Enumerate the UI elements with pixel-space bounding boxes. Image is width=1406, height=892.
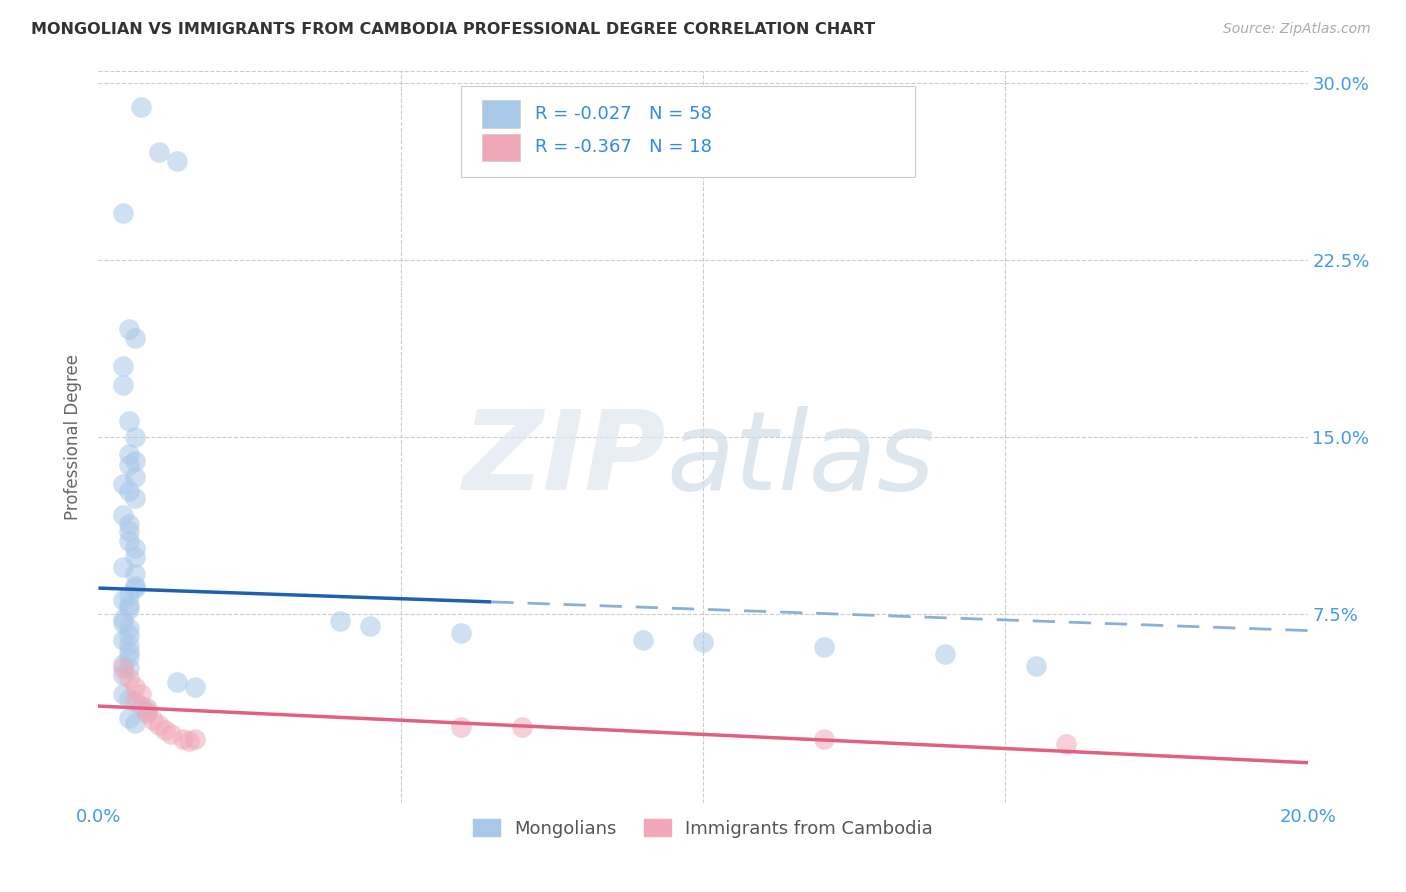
- Point: [118, 517, 141, 532]
- Point: [118, 458, 141, 473]
- Point: [360, 619, 382, 633]
- FancyBboxPatch shape: [482, 100, 520, 128]
- Point: [118, 661, 141, 675]
- Point: [184, 732, 207, 747]
- Point: [129, 100, 152, 114]
- Point: [111, 559, 134, 574]
- Point: [111, 359, 134, 374]
- Point: [166, 154, 188, 169]
- Point: [111, 508, 134, 522]
- Point: [813, 640, 835, 654]
- Point: [124, 491, 146, 506]
- Point: [160, 727, 183, 741]
- Point: [118, 484, 141, 499]
- Point: [118, 628, 141, 642]
- Point: [118, 524, 141, 539]
- Point: [118, 649, 141, 664]
- Point: [135, 701, 157, 715]
- Point: [118, 413, 141, 427]
- Point: [934, 647, 956, 661]
- Point: [135, 706, 157, 720]
- Point: [450, 626, 472, 640]
- Point: [118, 621, 141, 635]
- Point: [111, 657, 134, 671]
- Point: [148, 718, 170, 732]
- FancyBboxPatch shape: [461, 86, 915, 178]
- Y-axis label: Professional Degree: Professional Degree: [65, 354, 83, 520]
- Point: [1054, 737, 1077, 751]
- Legend: Mongolians, Immigrants from Cambodia: Mongolians, Immigrants from Cambodia: [465, 812, 941, 845]
- Point: [111, 661, 134, 675]
- Point: [111, 632, 134, 647]
- Text: Source: ZipAtlas.com: Source: ZipAtlas.com: [1223, 22, 1371, 37]
- Text: R = -0.367   N = 18: R = -0.367 N = 18: [534, 138, 711, 156]
- Point: [118, 645, 141, 659]
- Text: MONGOLIAN VS IMMIGRANTS FROM CAMBODIA PROFESSIONAL DEGREE CORRELATION CHART: MONGOLIAN VS IMMIGRANTS FROM CAMBODIA PR…: [31, 22, 875, 37]
- Point: [124, 541, 146, 555]
- Point: [124, 470, 146, 484]
- FancyBboxPatch shape: [482, 134, 520, 161]
- Point: [124, 694, 146, 708]
- Point: [124, 715, 146, 730]
- Point: [184, 680, 207, 694]
- Point: [450, 720, 472, 734]
- Point: [118, 598, 141, 612]
- Point: [118, 711, 141, 725]
- Point: [111, 612, 134, 626]
- Point: [124, 566, 146, 581]
- Point: [510, 720, 533, 734]
- Point: [124, 581, 146, 595]
- Text: atlas: atlas: [666, 406, 935, 513]
- Point: [124, 680, 146, 694]
- Point: [118, 692, 141, 706]
- Point: [142, 713, 165, 727]
- Point: [111, 378, 134, 392]
- Point: [166, 675, 188, 690]
- Point: [179, 734, 201, 748]
- Point: [124, 331, 146, 345]
- Point: [148, 145, 170, 159]
- Point: [111, 593, 134, 607]
- Point: [153, 723, 176, 737]
- Point: [124, 550, 146, 565]
- Point: [124, 430, 146, 444]
- Point: [135, 704, 157, 718]
- Text: R = -0.027   N = 58: R = -0.027 N = 58: [534, 104, 711, 123]
- Point: [692, 635, 714, 649]
- Point: [118, 533, 141, 548]
- Point: [1024, 659, 1046, 673]
- Point: [111, 668, 134, 682]
- Point: [111, 477, 134, 491]
- Point: [111, 616, 134, 631]
- Point: [172, 732, 194, 747]
- Point: [118, 321, 141, 335]
- Point: [813, 732, 835, 747]
- Point: [124, 579, 146, 593]
- Point: [118, 671, 141, 685]
- Text: ZIP: ZIP: [463, 406, 666, 513]
- Point: [329, 614, 352, 628]
- Point: [118, 602, 141, 616]
- Point: [129, 699, 152, 714]
- Point: [631, 632, 654, 647]
- Point: [124, 453, 146, 467]
- Point: [118, 588, 141, 602]
- Point: [129, 687, 152, 701]
- Point: [111, 206, 134, 220]
- Point: [111, 687, 134, 701]
- Point: [118, 447, 141, 461]
- Point: [118, 638, 141, 652]
